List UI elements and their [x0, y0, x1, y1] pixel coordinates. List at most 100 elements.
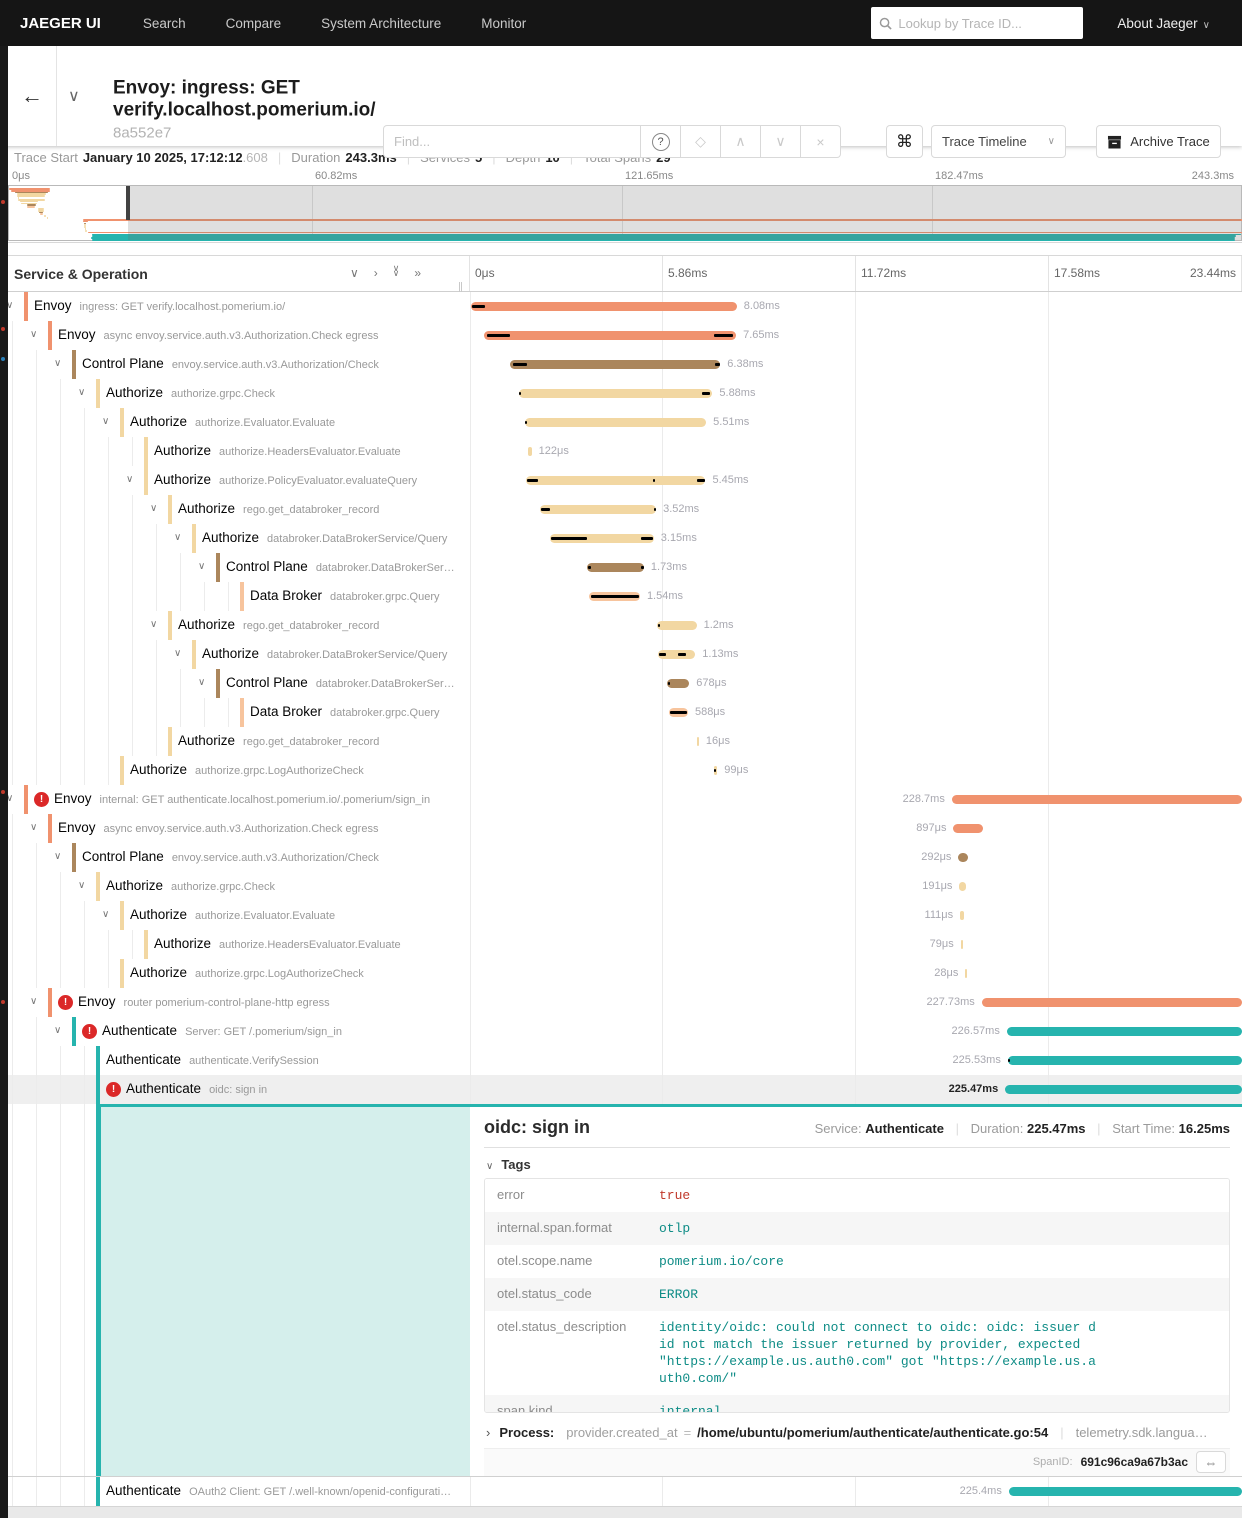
- span-row[interactable]: ∨ Envoy ingress: GET verify.localhost.pome…: [0, 292, 1242, 321]
- span-row[interactable]: ∨ Authorize authorize.grpc.Check 5.88ms: [0, 379, 1242, 408]
- trace-view-select[interactable]: Trace Timeline ∨: [931, 125, 1066, 158]
- span-row[interactable]: Data Broker databroker.grpc.Query 1.54ms: [0, 582, 1242, 611]
- process-accordion-header[interactable]: › Process: provider.created_at = /home/u…: [486, 1424, 1208, 1440]
- expand-all-icon[interactable]: ∨ ∨: [392, 263, 400, 278]
- find-focus-button[interactable]: ◇: [681, 125, 721, 158]
- span-row[interactable]: Authenticate authenticate.VerifySession 22…: [0, 1046, 1242, 1075]
- span-row[interactable]: ∨ Authorize databroker.DataBrokerService/Q…: [0, 524, 1242, 553]
- span-row[interactable]: ∨ Control Plane databroker.DataBrokerSer… 6…: [0, 669, 1242, 698]
- span-bar[interactable]: [586, 563, 644, 572]
- find-prev-button[interactable]: ∧: [721, 125, 761, 158]
- span-bar[interactable]: [965, 969, 968, 978]
- span-bar[interactable]: [657, 621, 697, 630]
- span-bar[interactable]: [658, 650, 696, 659]
- trace-id-input[interactable]: [898, 15, 1076, 31]
- span-row[interactable]: ∨ Authorize rego.get_databroker_record 3.52…: [0, 495, 1242, 524]
- find-next-button[interactable]: ∨: [761, 125, 801, 158]
- span-expand-chevron[interactable]: ∨: [150, 503, 158, 514]
- span-bar[interactable]: [696, 737, 699, 746]
- nav-item-system-architecture[interactable]: System Architecture: [321, 15, 442, 31]
- minimap-scrubber-handle[interactable]: [125, 186, 130, 220]
- span-expand-chevron[interactable]: ∨: [78, 880, 86, 891]
- find-input[interactable]: [383, 125, 641, 158]
- span-bar[interactable]: [518, 389, 713, 398]
- column-resizer[interactable]: [459, 282, 462, 292]
- span-expand-chevron[interactable]: ∨: [30, 822, 38, 833]
- span-bar[interactable]: [484, 331, 737, 340]
- span-expand-chevron[interactable]: ∨: [198, 677, 206, 688]
- span-bar[interactable]: [960, 911, 964, 920]
- span-bar[interactable]: [960, 940, 964, 949]
- span-bar[interactable]: [470, 302, 737, 311]
- span-expand-chevron[interactable]: ∨: [126, 474, 134, 485]
- span-row[interactable]: ∨ Authorize authorize.PolicyEvaluator.eval…: [0, 466, 1242, 495]
- span-expand-chevron[interactable]: ∨: [174, 648, 182, 659]
- archive-trace-button[interactable]: Archive Trace: [1096, 125, 1221, 158]
- span-row[interactable]: Authorize rego.get_databroker_record 16μs: [0, 727, 1242, 756]
- span-row[interactable]: Authorize authorize.HeadersEvaluator.Eval…: [0, 930, 1242, 959]
- span-expand-chevron[interactable]: ∨: [6, 300, 14, 311]
- app-logo[interactable]: JAEGER UI: [20, 14, 101, 32]
- span-expand-chevron[interactable]: ∨: [30, 996, 38, 1007]
- span-row[interactable]: ∨ Authorize rego.get_databroker_record 1.2m…: [0, 611, 1242, 640]
- span-row[interactable]: ∨! Authenticate Server: GET /.pomerium/sig…: [0, 1017, 1242, 1046]
- span-expand-chevron[interactable]: ∨: [54, 851, 62, 862]
- expand-one-icon[interactable]: ›: [373, 266, 378, 280]
- trace-id-search[interactable]: [871, 7, 1084, 39]
- span-bar[interactable]: [1008, 1487, 1242, 1496]
- span-row[interactable]: ∨ Envoy async envoy.service.auth.v3.Author…: [0, 814, 1242, 843]
- span-expand-chevron[interactable]: ∨: [30, 329, 38, 340]
- span-expand-chevron[interactable]: ∨: [102, 909, 110, 920]
- span-row[interactable]: ∨! Envoy internal: GET authenticate.localh…: [0, 785, 1242, 814]
- find-clear-button[interactable]: ×: [801, 125, 841, 158]
- span-row[interactable]: ∨ Authorize authorize.Evaluator.Evaluate 11…: [0, 901, 1242, 930]
- span-row[interactable]: ∨ Authorize databroker.DataBrokerService/Q…: [0, 640, 1242, 669]
- span-bar[interactable]: [527, 447, 532, 456]
- span-row[interactable]: Authorize authorize.grpc.LogAuthorizeChec…: [0, 756, 1242, 785]
- span-row[interactable]: ∨ Control Plane envoy.service.auth.v3.Auth…: [0, 843, 1242, 872]
- back-button[interactable]: ←: [8, 46, 57, 146]
- span-expand-chevron[interactable]: ∨: [150, 619, 158, 630]
- span-row[interactable]: Authenticate OAuth2 Client: GET /.well-kn…: [0, 1477, 1242, 1506]
- span-bar[interactable]: [958, 853, 969, 862]
- collapse-one-icon[interactable]: »: [414, 266, 422, 280]
- nav-item-monitor[interactable]: Monitor: [481, 15, 527, 31]
- about-jaeger-menu[interactable]: About Jaeger ∨: [1117, 15, 1210, 31]
- span-bar[interactable]: [525, 476, 706, 485]
- span-row[interactable]: Authorize authorize.grpc.LogAuthorizeChec…: [0, 959, 1242, 988]
- minimap-canvas[interactable]: [8, 185, 1242, 241]
- span-bar[interactable]: [953, 824, 984, 833]
- collapse-all-icon[interactable]: ∨: [350, 266, 359, 280]
- span-row[interactable]: ∨! Envoy router pomerium-control-plane-htt…: [0, 988, 1242, 1017]
- span-row[interactable]: Data Broker databroker.grpc.Query 588μs: [0, 698, 1242, 727]
- span-row[interactable]: ∨ Control Plane envoy.service.auth.v3.Auth…: [0, 350, 1242, 379]
- tags-accordion-header[interactable]: ∨ Tags: [486, 1157, 531, 1172]
- span-row[interactable]: Authorize authorize.HeadersEvaluator.Eval…: [0, 437, 1242, 466]
- nav-item-search[interactable]: Search: [142, 15, 186, 31]
- span-expand-chevron[interactable]: ∨: [102, 416, 110, 427]
- span-row[interactable]: ! Authenticate oidc: sign in 225.47ms: [0, 1075, 1242, 1104]
- span-bar[interactable]: [666, 679, 690, 688]
- span-bar[interactable]: [951, 795, 1242, 804]
- span-expand-chevron[interactable]: ∨: [78, 387, 86, 398]
- selected-span-highlight[interactable]: [101, 1104, 470, 1476]
- span-bar[interactable]: [510, 360, 721, 369]
- nav-item-compare[interactable]: Compare: [225, 15, 282, 31]
- span-bar[interactable]: [1006, 1027, 1242, 1036]
- span-expand-chevron[interactable]: ∨: [54, 1025, 62, 1036]
- keyboard-shortcuts-button[interactable]: ⌘: [886, 125, 923, 158]
- span-expand-chevron[interactable]: ∨: [174, 532, 182, 543]
- span-expand-chevron[interactable]: ∨: [54, 358, 62, 369]
- span-row[interactable]: ∨ Authorize authorize.Evaluator.Evaluate 5.…: [0, 408, 1242, 437]
- span-row[interactable]: ∨ Control Plane databroker.DataBrokerSer… 1…: [0, 553, 1242, 582]
- trace-collapse-toggle[interactable]: ∨: [68, 88, 80, 105]
- span-bar[interactable]: [540, 505, 657, 514]
- copy-link-button[interactable]: ⇔: [1196, 1451, 1226, 1474]
- span-row[interactable]: ∨ Authorize authorize.grpc.Check 191μs: [0, 872, 1242, 901]
- span-bar[interactable]: [550, 534, 654, 543]
- span-bar[interactable]: [981, 998, 1242, 1007]
- span-bar[interactable]: [1005, 1085, 1242, 1094]
- span-row[interactable]: ∨ Envoy async envoy.service.auth.v3.Author…: [0, 321, 1242, 350]
- span-bar[interactable]: [1007, 1056, 1242, 1065]
- span-expand-chevron[interactable]: ∨: [198, 561, 206, 572]
